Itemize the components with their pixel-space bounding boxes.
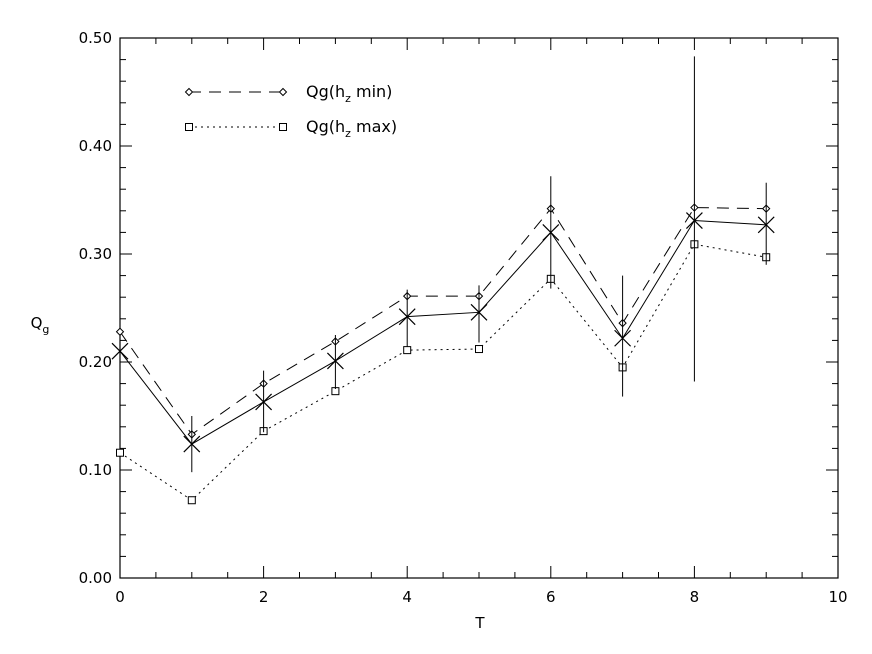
data-point <box>115 327 125 336</box>
series-1 <box>115 203 771 439</box>
x-tick-label: 0 <box>115 588 125 606</box>
legend-label-sub: z <box>345 127 351 140</box>
data-point <box>116 448 124 457</box>
tick-labels: 0 2 4 6 8 10 0.00 0.10 0.20 0.30 0.40 0.50 <box>79 29 848 606</box>
data-point <box>111 342 129 360</box>
y-axis-label: Qg <box>31 314 50 336</box>
x-tick-label: 10 <box>828 588 847 606</box>
series-1-line <box>119 207 767 436</box>
legend-marker <box>184 87 194 97</box>
data-point <box>685 212 703 229</box>
legend-label-tail: min) <box>351 82 393 101</box>
legend-label-tail: max) <box>351 117 397 136</box>
legend-marker <box>185 123 193 131</box>
axis-ticks <box>119 37 839 579</box>
data-point <box>255 393 273 411</box>
legend-label-sub: z <box>345 92 351 105</box>
data-point <box>326 352 344 370</box>
series-3 <box>111 56 775 473</box>
series-2 <box>116 240 771 505</box>
data-point <box>403 346 412 355</box>
data-point <box>398 308 416 326</box>
series-layer <box>111 56 775 505</box>
y-tick-label: 0.50 <box>79 29 112 47</box>
legend-label-main: Qg(h <box>306 117 345 136</box>
data-point <box>475 345 483 354</box>
series-3-line <box>119 220 767 445</box>
x-tick-label: 6 <box>546 588 556 606</box>
data-point <box>757 216 775 234</box>
series-2-line <box>119 243 767 501</box>
legend-marker <box>278 87 288 97</box>
data-point <box>542 223 560 241</box>
x-axis-label: T <box>474 614 485 632</box>
y-tick-label: 0.30 <box>79 245 112 263</box>
y-tick-label: 0.40 <box>79 137 112 155</box>
y-tick-label: 0.10 <box>79 461 112 479</box>
y-tick-label: 0.00 <box>79 569 112 587</box>
y-axis-label-sub: g <box>42 323 49 336</box>
x-tick-label: 2 <box>259 588 269 606</box>
data-point <box>187 496 196 505</box>
data-point <box>614 329 632 347</box>
legend-label: Qg(hz min) <box>306 82 392 105</box>
legend-marker <box>279 123 287 131</box>
x-tick-label: 4 <box>402 588 412 606</box>
x-tick-label: 8 <box>690 588 700 606</box>
data-point <box>183 435 201 453</box>
y-axis-label-main: Q <box>31 314 43 332</box>
legend-label-main: Qg(h <box>306 82 345 101</box>
data-point <box>470 303 488 321</box>
legend-label: Qg(hz max) <box>306 117 397 140</box>
y-tick-label: 0.20 <box>79 353 112 371</box>
legend: Qg(hz min)Qg(hz max) <box>184 82 397 140</box>
